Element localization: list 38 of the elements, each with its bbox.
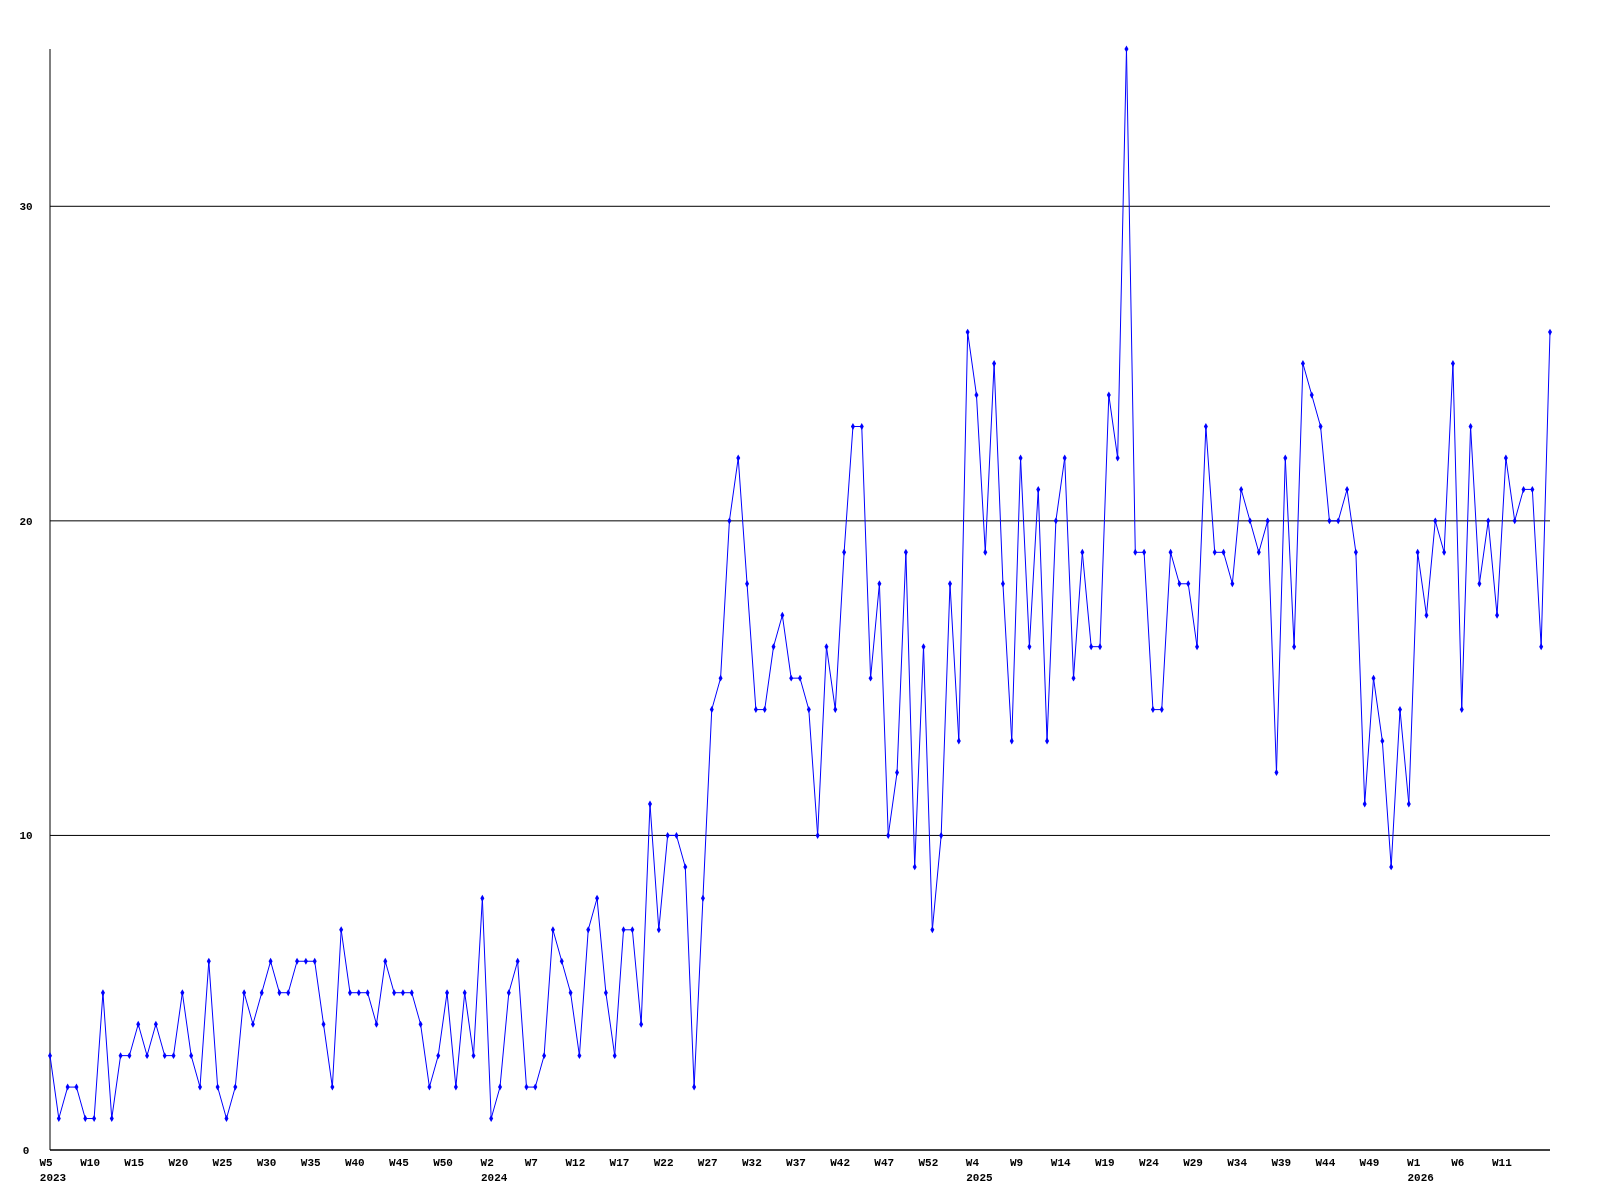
x-tick-label: W50	[433, 1157, 453, 1169]
x-tick-label: W27	[697, 1157, 718, 1169]
x-tick-label: W11	[1491, 1157, 1513, 1169]
x-tick-label: W52	[918, 1157, 939, 1169]
x-tick-label: W32	[741, 1157, 762, 1169]
y-tick-label: 0	[22, 1145, 30, 1157]
x-tick-label: W42	[830, 1157, 851, 1169]
x-tick-label: W7	[524, 1157, 538, 1169]
x-tick-label: W39	[1271, 1157, 1292, 1169]
x-tick-label: W17	[609, 1157, 630, 1169]
x-tick-label: W2 2024	[480, 1157, 508, 1184]
x-tick-label: W47	[874, 1157, 895, 1169]
x-tick-label: W9	[1009, 1157, 1024, 1169]
x-tick-label: W35	[300, 1157, 321, 1169]
y-tick-label: 30	[19, 201, 33, 214]
x-tick-label: W15	[124, 1157, 145, 1169]
x-tick-label: W25	[212, 1157, 233, 1169]
x-tick-label: W19	[1094, 1157, 1115, 1169]
x-tick-label: W14	[1050, 1157, 1071, 1169]
x-tick-label: W24	[1139, 1157, 1160, 1169]
x-tick-label: W4 2025	[965, 1157, 994, 1184]
x-tick-label: W34	[1227, 1157, 1248, 1169]
x-tick-label: W30	[256, 1157, 277, 1169]
x-tick-label: W37	[786, 1157, 806, 1169]
y-tick-label: 20	[19, 515, 33, 528]
x-tick-label: W1 2026	[1407, 1157, 1434, 1184]
x-tick-label: W40	[344, 1157, 365, 1169]
x-tick-label: W44	[1315, 1157, 1336, 1169]
x-tick-label: W22	[653, 1157, 674, 1169]
x-tick-label: W29	[1183, 1157, 1203, 1169]
x-tick-label: W12	[565, 1157, 586, 1169]
x-tick-label: W45	[389, 1157, 410, 1169]
x-tick-label: W5 2023	[39, 1157, 67, 1184]
x-tick-label: W49	[1359, 1157, 1380, 1169]
y-tick-label: 10	[19, 830, 33, 843]
x-tick-label: W6	[1451, 1157, 1465, 1169]
x-tick-label: W10	[80, 1157, 101, 1169]
x-tick-label: W20	[168, 1157, 189, 1169]
